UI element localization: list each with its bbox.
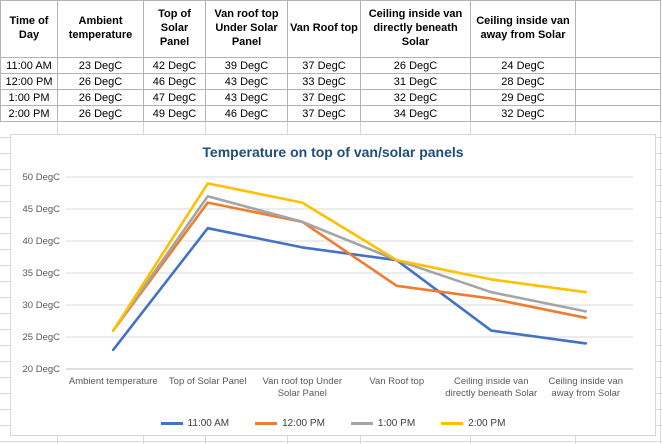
value-cell[interactable]: 47 DegC	[143, 89, 206, 106]
value-cell[interactable]: 24 DegC	[470, 57, 576, 74]
column-header[interactable]: Top of Solar Panel	[143, 0, 206, 58]
column-header[interactable]: Ceiling inside van away from Solar	[470, 0, 576, 58]
x-axis-label: Ceiling inside van directly beneath Sola…	[445, 376, 538, 399]
chart-plot-area: 50 DegC 45 DegC 40 DegC 35 DegC 30 DegC 25 De…	[23, 172, 633, 375]
table-row: 11:00 AM 23 DegC 42 DegC 39 DegC 37 DegC 26 D…	[0, 57, 661, 74]
x-axis-label: Top of Solar Panel	[168, 376, 247, 387]
value-cell[interactable]: 37 DegC	[287, 89, 361, 106]
time-cell[interactable]: 2:00 PM	[0, 105, 58, 122]
value-cell[interactable]: 23 DegC	[57, 57, 144, 74]
value-cell[interactable]: 32 DegC	[470, 105, 576, 122]
table-row: 1:00 PM 26 DegC 47 DegC 43 DegC 37 DegC 32 De…	[0, 89, 661, 106]
legend-label: 2:00 PM	[468, 418, 506, 429]
value-cell[interactable]: 26 DegC	[57, 89, 144, 106]
empty-cell[interactable]	[575, 89, 661, 106]
value-cell[interactable]: 43 DegC	[205, 73, 288, 90]
value-cell[interactable]: 28 DegC	[470, 73, 576, 90]
chart-title: Temperature on top of van/solar panels	[202, 144, 464, 160]
empty-cell[interactable]	[575, 73, 661, 90]
series-line-11-00-AM[interactable]	[111, 226, 588, 352]
value-cell[interactable]: 34 DegC	[360, 105, 471, 122]
legend-label: 12:00 PM	[282, 418, 325, 429]
value-cell[interactable]: 31 DegC	[360, 73, 471, 90]
column-header[interactable]: Time of Day	[0, 0, 58, 58]
legend-label: 11:00 AM	[187, 418, 230, 429]
temperature-chart[interactable]: 50 DegC 45 DegC 40 DegC 35 DegC 30 DegC 25 De…	[10, 134, 656, 436]
legend-item[interactable]: 2:00 PM	[441, 418, 505, 429]
value-cell[interactable]: 26 DegC	[57, 105, 144, 122]
time-cell[interactable]: 12:00 PM	[0, 73, 58, 90]
series-line-2-00-PM[interactable]	[111, 182, 588, 332]
value-cell[interactable]: 46 DegC	[205, 105, 288, 122]
value-cell[interactable]: 49 DegC	[143, 105, 206, 122]
temperature-table: Time of Day Ambient temperature Top of Sol…	[0, 0, 661, 122]
y-tick-label: 45 DegC	[23, 204, 61, 215]
column-header[interactable]: Ceiling inside van directly beneath Sola…	[360, 0, 471, 58]
value-cell[interactable]: 46 DegC	[143, 73, 206, 90]
value-cell[interactable]: 33 DegC	[287, 73, 361, 90]
y-tick-label: 50 DegC	[23, 172, 61, 183]
legend-item[interactable]: 1:00 PM	[350, 418, 416, 429]
value-cell[interactable]: 32 DegC	[360, 89, 471, 106]
value-cell[interactable]: 39 DegC	[205, 57, 288, 74]
value-cell[interactable]: 26 DegC	[57, 73, 144, 90]
value-cell[interactable]: 37 DegC	[287, 105, 361, 122]
y-tick-label: 25 DegC	[23, 332, 61, 343]
series-line-1-00-PM[interactable]	[111, 194, 588, 332]
legend-item[interactable]: 11:00 AM	[160, 418, 230, 429]
time-cell[interactable]: 11:00 AM	[0, 57, 58, 74]
legend-label: 1:00 PM	[377, 418, 416, 429]
table-row: 2:00 PM 26 DegC 49 DegC 46 DegC 37 DegC 34 De…	[0, 105, 661, 122]
column-header[interactable]: Ambient temperature	[57, 0, 144, 58]
column-header[interactable]: Van roof top Under Solar Panel	[205, 0, 288, 58]
chart-legend: 11:00 AM 12:00 PM 1:00 PM 2:00 PM	[11, 418, 655, 429]
empty-cell[interactable]	[575, 57, 661, 74]
y-tick-label: 35 DegC	[23, 268, 61, 279]
x-axis-label: Van Roof top	[369, 376, 425, 387]
sheet-gridline	[0, 441, 662, 442]
value-cell[interactable]: 26 DegC	[360, 57, 471, 74]
sheet-gridline	[660, 0, 661, 444]
x-axis-label: Ambient temperature	[68, 376, 158, 387]
empty-cell[interactable]	[575, 105, 661, 122]
column-header[interactable]: Van Roof top	[287, 0, 361, 58]
empty-header-cell[interactable]	[575, 0, 661, 58]
x-axis-label: Ceiling inside van away from Solar	[548, 376, 623, 399]
value-cell[interactable]: 29 DegC	[470, 89, 576, 106]
table-row: 12:00 PM 26 DegC 46 DegC 43 DegC 33 DegC 31 D…	[0, 73, 661, 90]
value-cell[interactable]: 43 DegC	[205, 89, 288, 106]
y-tick-label: 40 DegC	[23, 236, 61, 247]
legend-item[interactable]: 12:00 PM	[255, 418, 325, 429]
legend-line-swatch	[441, 422, 464, 425]
x-axis-label: Van roof top Under Solar Panel	[262, 376, 343, 399]
series-line-12-00-PM[interactable]	[111, 201, 588, 332]
y-tick-label: 20 DegC	[23, 364, 61, 375]
legend-line-swatch	[350, 422, 373, 425]
value-cell[interactable]: 42 DegC	[143, 57, 206, 74]
legend-line-swatch	[255, 422, 278, 425]
time-cell[interactable]: 1:00 PM	[0, 89, 58, 106]
y-tick-label: 30 DegC	[23, 300, 61, 311]
value-cell[interactable]: 37 DegC	[287, 57, 361, 74]
legend-line-swatch	[160, 422, 183, 425]
